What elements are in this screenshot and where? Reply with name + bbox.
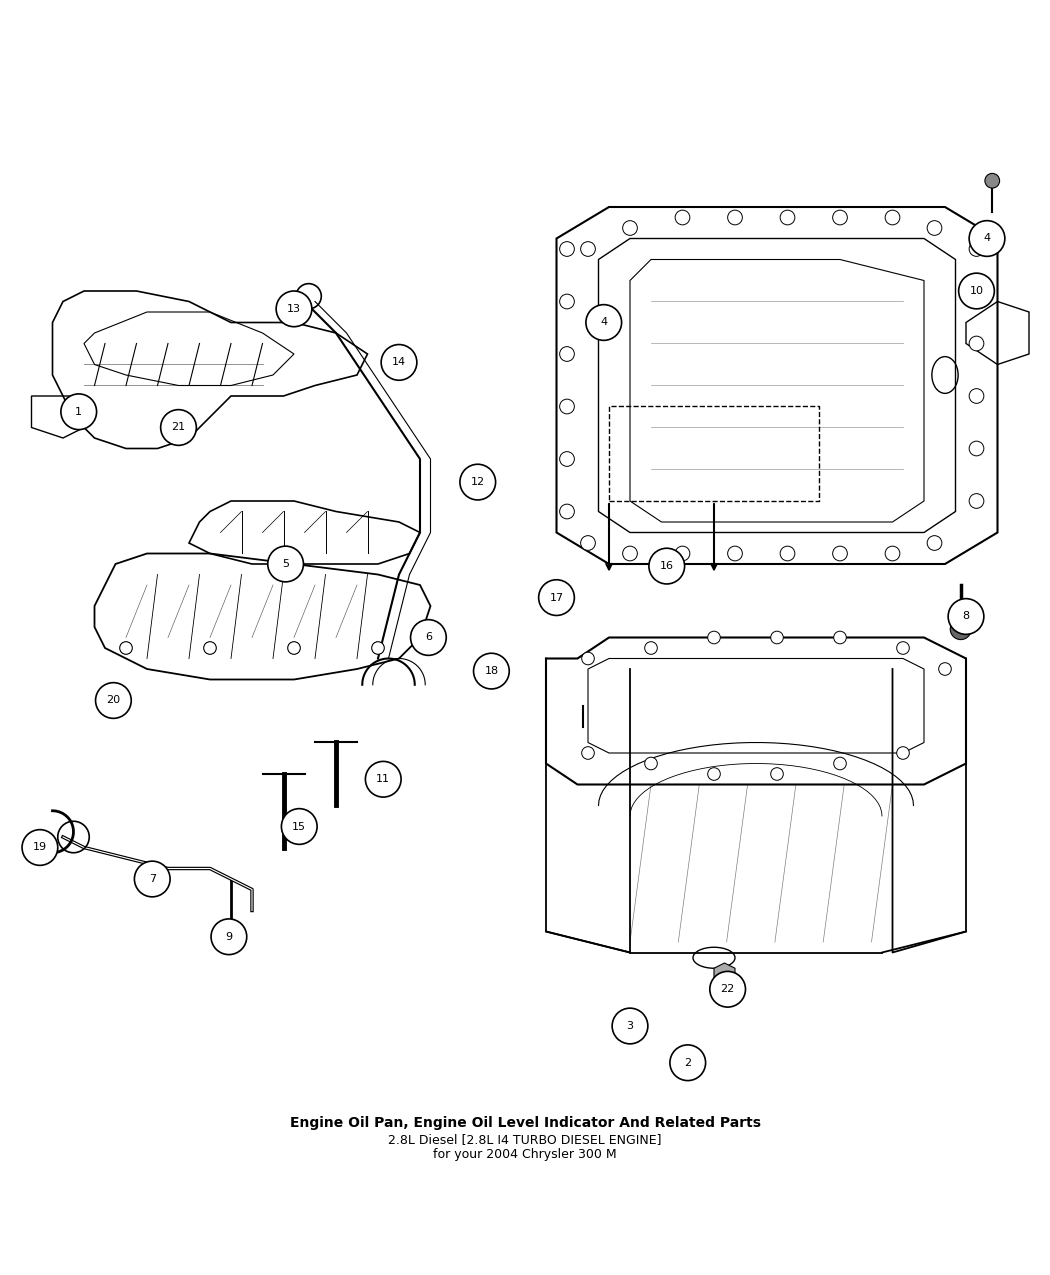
Circle shape [649,548,685,584]
Circle shape [885,210,900,224]
Text: 1: 1 [76,407,82,417]
Text: 21: 21 [171,422,186,432]
Circle shape [581,536,595,551]
Circle shape [969,493,984,509]
Text: for your 2004 Chrysler 300 M: for your 2004 Chrysler 300 M [434,1148,616,1160]
Text: 14: 14 [392,357,406,367]
Circle shape [959,273,994,309]
Circle shape [969,389,984,403]
Circle shape [134,861,170,896]
Text: 5: 5 [282,558,289,569]
Text: 17: 17 [549,593,564,603]
Circle shape [586,305,622,340]
Circle shape [969,283,984,298]
Circle shape [276,291,312,326]
Text: 16: 16 [659,561,674,571]
Text: 9: 9 [226,932,232,942]
Circle shape [623,546,637,561]
Circle shape [969,337,984,351]
Circle shape [582,747,594,760]
Circle shape [670,1046,706,1081]
Text: 8: 8 [963,612,969,621]
Text: 12: 12 [470,477,485,487]
Circle shape [985,173,1000,189]
Circle shape [708,768,720,780]
Circle shape [969,441,984,456]
Circle shape [969,221,1005,256]
Circle shape [780,546,795,561]
Circle shape [560,295,574,309]
Circle shape [560,451,574,467]
Circle shape [411,620,446,655]
Text: 4: 4 [984,233,990,244]
Circle shape [771,768,783,780]
Text: 6: 6 [425,632,432,643]
Circle shape [885,546,900,561]
Text: 13: 13 [287,303,301,314]
Circle shape [381,344,417,380]
Text: 4: 4 [601,317,607,328]
Circle shape [96,682,131,718]
Circle shape [204,641,216,654]
Text: 2.8L Diesel [2.8L I4 TURBO DIESEL ENGINE]: 2.8L Diesel [2.8L I4 TURBO DIESEL ENGINE… [388,1133,662,1146]
Circle shape [288,641,300,654]
Text: 19: 19 [33,843,47,853]
Circle shape [675,546,690,561]
Text: 11: 11 [376,774,391,784]
Circle shape [675,210,690,224]
Text: 2: 2 [685,1058,691,1067]
Circle shape [211,919,247,955]
Circle shape [539,580,574,616]
Circle shape [710,972,746,1007]
Circle shape [560,242,574,256]
Circle shape [833,210,847,224]
Circle shape [897,747,909,760]
Circle shape [728,546,742,561]
Circle shape [61,394,97,430]
Circle shape [834,631,846,644]
Circle shape [372,641,384,654]
Circle shape [474,653,509,689]
Circle shape [218,924,244,950]
Circle shape [927,536,942,551]
Circle shape [728,210,742,224]
Circle shape [833,546,847,561]
Circle shape [645,641,657,654]
Text: 3: 3 [627,1021,633,1031]
Circle shape [897,641,909,654]
Text: 20: 20 [106,695,121,705]
Circle shape [780,210,795,224]
Circle shape [948,599,984,635]
Circle shape [460,464,496,500]
Circle shape [612,1009,648,1044]
Circle shape [560,347,574,361]
Circle shape [120,641,132,654]
Circle shape [708,631,720,644]
Circle shape [560,504,574,519]
Circle shape [969,242,984,256]
Circle shape [281,808,317,844]
Text: 7: 7 [149,873,155,884]
Text: 18: 18 [484,666,499,676]
Circle shape [161,409,196,445]
Circle shape [623,221,637,236]
Circle shape [365,761,401,797]
Circle shape [582,653,594,664]
Circle shape [771,631,783,644]
Text: Engine Oil Pan, Engine Oil Level Indicator And Related Parts: Engine Oil Pan, Engine Oil Level Indicat… [290,1116,760,1130]
Circle shape [560,399,574,414]
Text: 15: 15 [292,821,307,831]
Circle shape [581,242,595,256]
Polygon shape [714,963,735,1005]
Circle shape [927,221,942,236]
Circle shape [950,618,971,640]
Circle shape [645,757,657,770]
Text: 10: 10 [969,286,984,296]
Circle shape [268,546,303,581]
Circle shape [939,663,951,676]
Circle shape [834,757,846,770]
Circle shape [22,830,58,866]
Text: 22: 22 [720,984,735,995]
